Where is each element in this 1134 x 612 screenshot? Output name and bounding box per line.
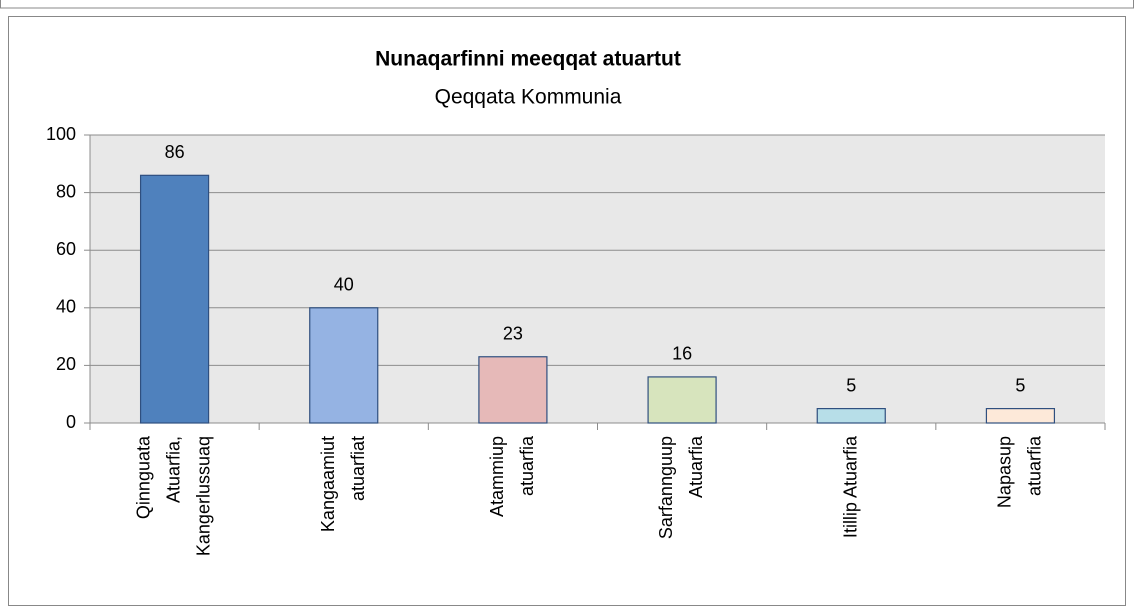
x-tick-label-line: Kangerlussuaq xyxy=(193,436,213,556)
data-label: 40 xyxy=(334,275,354,295)
x-tick-label: Kangaamiut atuarfiat xyxy=(318,436,368,532)
x-tick-label-line: atuarfia xyxy=(517,435,537,496)
y-tick-label: 20 xyxy=(56,354,76,374)
x-tick-label-group: Qinnguata Atuarfia, Kangerlussuaq xyxy=(133,435,213,556)
x-tick-label: Atammiup atuarfia xyxy=(487,435,537,517)
x-tick-label-group: Napasup atuarfia xyxy=(994,435,1044,508)
x-tick-label: Itillip Atuarfia xyxy=(840,435,860,538)
data-label: 5 xyxy=(846,375,856,395)
bar xyxy=(309,307,379,424)
bar xyxy=(647,376,717,424)
bar xyxy=(816,408,886,424)
y-tick-label: 60 xyxy=(56,239,76,259)
data-label: 23 xyxy=(503,324,523,344)
y-tick-label: 100 xyxy=(46,124,76,144)
x-tick-label: Sarfannguup Atuarfia xyxy=(656,435,706,539)
y-tick-label: 0 xyxy=(66,412,76,432)
x-tick-label: Qinnguata Atuarfia, Kangerlussuaq xyxy=(133,435,213,556)
x-tick-label-line: Atammiup xyxy=(487,436,507,517)
chart-title: Nunaqarfinni meeqqat atuartut xyxy=(375,48,681,71)
x-tick-label-line: Atuarfia, xyxy=(163,436,183,503)
data-label: 5 xyxy=(1015,375,1025,395)
bar xyxy=(139,174,210,424)
x-tick-label-group: Sarfannguup Atuarfia xyxy=(656,435,706,539)
top-frame xyxy=(0,0,1134,9)
y-tick-label: 40 xyxy=(56,297,76,317)
x-tick-label-line: atuarfia xyxy=(1024,435,1044,496)
x-tick-label-group: Itillip Atuarfia xyxy=(840,435,860,538)
bar xyxy=(478,356,548,424)
x-tick-label-line: Qinnguata xyxy=(133,435,153,519)
chart-subtitle: Qeqqata Kommunia xyxy=(435,86,622,109)
y-tick-label: 80 xyxy=(56,181,76,201)
plot-area xyxy=(90,135,1105,423)
x-tick-label-group: Atammiup atuarfia xyxy=(487,435,537,517)
x-tick-label-line: Sarfannguup xyxy=(656,436,676,539)
x-tick-label: Napasup atuarfia xyxy=(994,435,1044,508)
bar xyxy=(985,408,1056,424)
x-tick-label-line: Kangaamiut xyxy=(318,436,338,532)
x-tick-label-line: Itillip Atuarfia xyxy=(840,435,860,538)
x-tick-label-line: atuarfiat xyxy=(348,436,368,501)
data-label: 86 xyxy=(165,142,185,162)
x-tick-label-line: Napasup xyxy=(994,436,1014,508)
x-tick-label-group: Kangaamiut atuarfiat xyxy=(318,436,368,532)
x-tick-label-line: Atuarfia xyxy=(686,435,706,498)
data-label: 16 xyxy=(672,344,692,364)
